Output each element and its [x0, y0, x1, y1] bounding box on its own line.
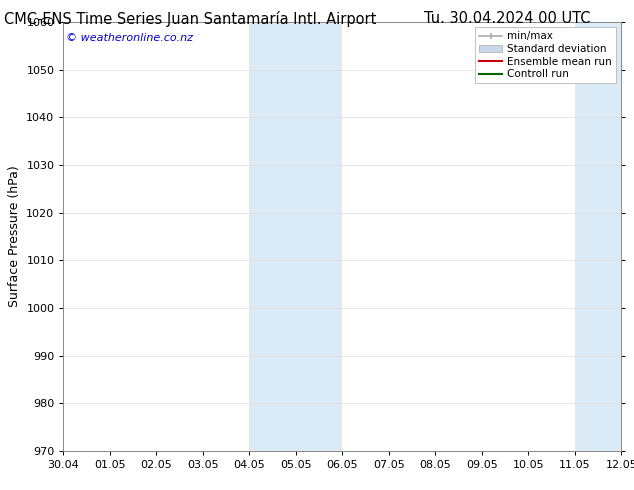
Legend: min/max, Standard deviation, Ensemble mean run, Controll run: min/max, Standard deviation, Ensemble me… — [475, 27, 616, 83]
Bar — [249, 22, 342, 451]
Bar — [575, 22, 621, 451]
Text: Tu. 30.04.2024 00 UTC: Tu. 30.04.2024 00 UTC — [424, 11, 590, 26]
Text: © weatheronline.co.nz: © weatheronline.co.nz — [66, 33, 193, 43]
Y-axis label: Surface Pressure (hPa): Surface Pressure (hPa) — [8, 166, 21, 307]
Text: CMC-ENS Time Series Juan Santamaría Intl. Airport: CMC-ENS Time Series Juan Santamaría Intl… — [4, 11, 377, 27]
